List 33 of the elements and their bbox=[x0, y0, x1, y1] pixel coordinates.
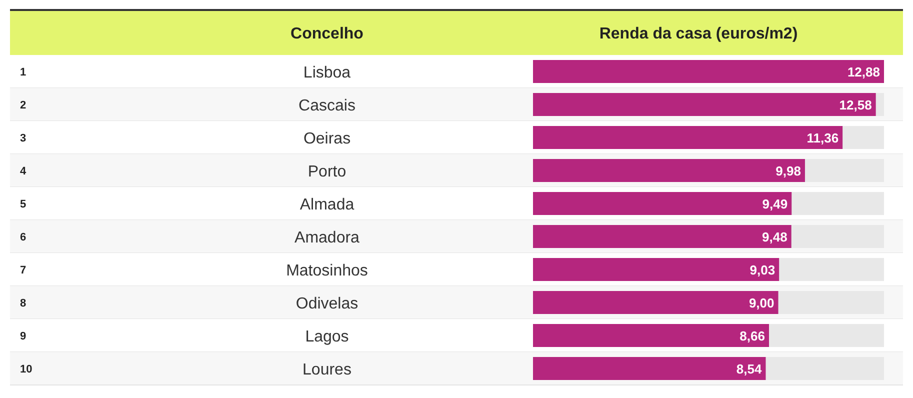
data-label: 9,48 bbox=[762, 230, 788, 244]
text: 8 bbox=[20, 298, 26, 310]
text: 5 bbox=[20, 198, 26, 210]
y-tick-label: Cascais bbox=[298, 98, 356, 114]
y-tick-label: Oeiras bbox=[303, 130, 351, 148]
data-label: 9,49 bbox=[762, 196, 788, 212]
y-tick-label: Almada bbox=[300, 196, 354, 214]
text: 9 bbox=[20, 330, 26, 342]
data-label: 9,03 bbox=[750, 262, 776, 278]
y-tick-label: Matosinhos bbox=[286, 262, 368, 280]
y-axis-title: Concelho bbox=[290, 26, 364, 42]
data-label: 9,00 bbox=[748, 296, 774, 310]
data-label: 11,36 bbox=[806, 130, 839, 146]
y-tick-label: Lagos bbox=[305, 328, 349, 346]
data-label: 8,54 bbox=[736, 362, 762, 376]
text: 10 bbox=[20, 364, 32, 376]
y-tick-label: Porto bbox=[308, 164, 346, 180]
y-tick-label: Lisboa bbox=[303, 64, 351, 82]
y-tick-label: Odivelas bbox=[296, 296, 358, 312]
bar bbox=[533, 93, 876, 116]
text: 6 bbox=[20, 232, 26, 244]
y-tick-label: Amadora bbox=[294, 230, 360, 246]
text: 7 bbox=[20, 264, 26, 276]
data-label: 9,98 bbox=[776, 164, 801, 178]
text: 3 bbox=[20, 132, 26, 144]
y-tick-label: Loures bbox=[302, 362, 352, 378]
data-label: 8,66 bbox=[740, 328, 765, 344]
text: 1 bbox=[20, 66, 26, 78]
text: 4 bbox=[20, 166, 27, 178]
data-label: 12,58 bbox=[839, 98, 872, 112]
data-label: 12,88 bbox=[847, 64, 880, 80]
text: 2 bbox=[20, 100, 26, 112]
x-axis-title: Renda da casa (euros/m2) bbox=[599, 26, 798, 42]
